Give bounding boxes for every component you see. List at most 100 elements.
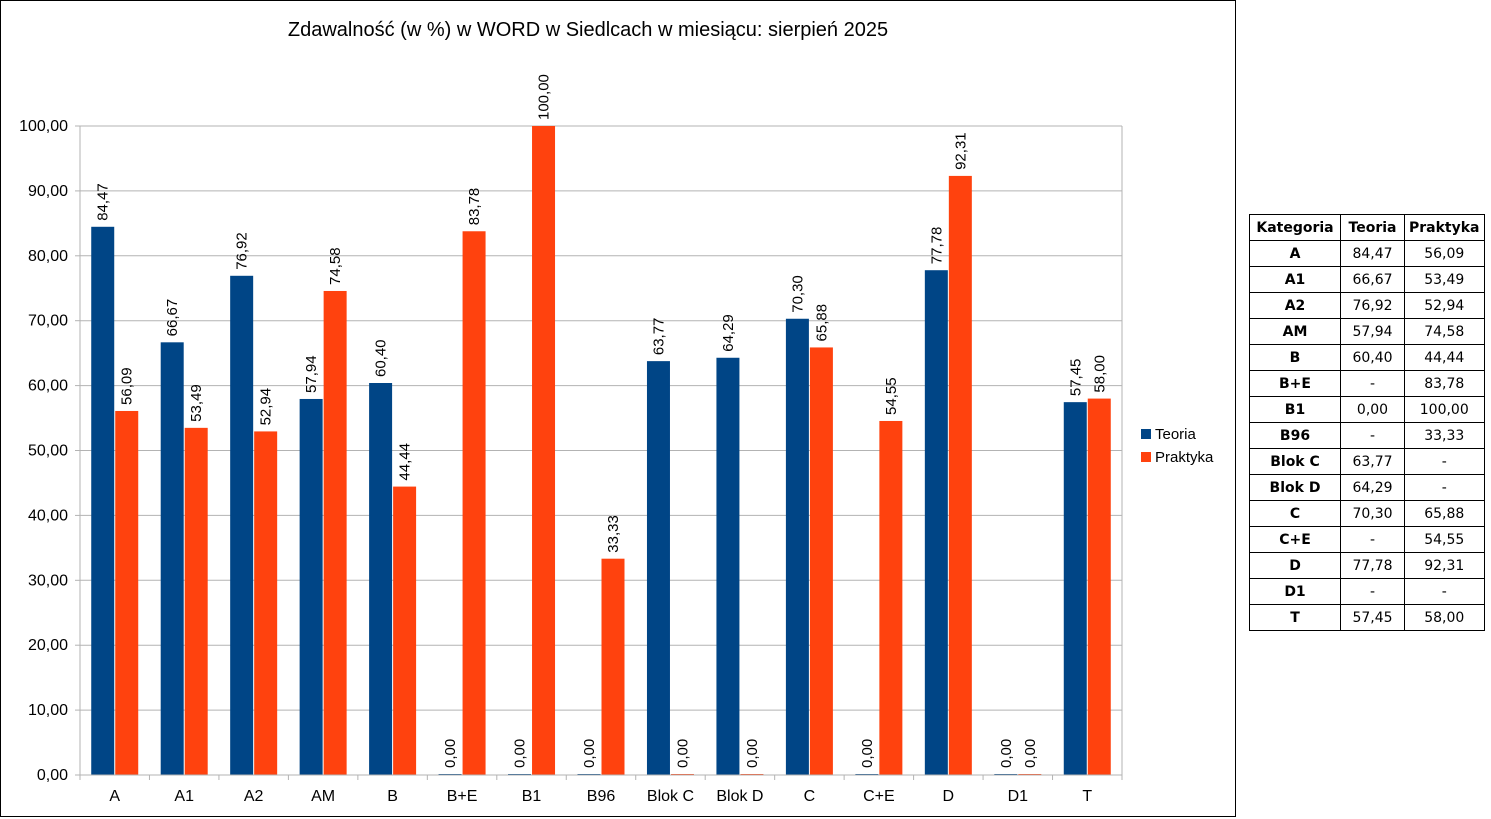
bar-teoria bbox=[785, 318, 809, 775]
table-row: B 60,40 44,44 bbox=[1249, 344, 1485, 371]
x-tick-label: B+E bbox=[447, 788, 478, 805]
x-tick-label: C+E bbox=[863, 788, 895, 805]
table-cell-category: C bbox=[1249, 500, 1341, 527]
x-tick-label: A1 bbox=[174, 788, 194, 805]
data-label: 83,78 bbox=[466, 188, 483, 226]
legend-label-teoria: Teoria bbox=[1155, 426, 1197, 443]
data-label: 84,47 bbox=[95, 183, 112, 221]
table-row: A2 76,92 52,94 bbox=[1249, 292, 1485, 319]
data-label: 70,30 bbox=[789, 275, 806, 313]
header-praktyka: Praktyka bbox=[1404, 214, 1485, 241]
y-tick-label: 50,00 bbox=[28, 443, 68, 460]
table-row: T 57,45 58,00 bbox=[1249, 604, 1485, 631]
data-label: 44,44 bbox=[397, 443, 414, 481]
table-cell-praktyka: 58,00 bbox=[1404, 604, 1485, 631]
table-header-row: Kategoria Teoria Praktyka bbox=[1249, 214, 1485, 241]
table-cell-teoria: 57,45 bbox=[1340, 604, 1405, 631]
x-tick-label: B1 bbox=[522, 788, 542, 805]
table-cell-praktyka: 83,78 bbox=[1404, 370, 1485, 397]
x-tick-label: AM bbox=[311, 788, 335, 805]
table-row: C 70,30 65,88 bbox=[1249, 500, 1485, 527]
table-cell-praktyka: 65,88 bbox=[1404, 500, 1485, 527]
table-cell-praktyka: - bbox=[1404, 578, 1485, 605]
bar-praktyka bbox=[532, 126, 556, 775]
table-cell-teoria: 77,78 bbox=[1340, 552, 1405, 579]
table-cell-teoria: 57,94 bbox=[1340, 318, 1405, 345]
table-cell-teoria: 84,47 bbox=[1340, 240, 1405, 267]
x-tick-label: B bbox=[387, 788, 398, 805]
data-label: 76,92 bbox=[234, 232, 251, 270]
x-tick-label: A2 bbox=[244, 788, 264, 805]
table-row: Blok C 63,77- bbox=[1249, 448, 1485, 475]
table-cell-praktyka: - bbox=[1404, 448, 1485, 475]
data-label: 53,49 bbox=[188, 384, 205, 422]
bar-teoria bbox=[646, 361, 670, 775]
table-row: D1- - bbox=[1249, 578, 1485, 605]
x-tick-label: D bbox=[943, 788, 955, 805]
table-cell-category: B+E bbox=[1249, 370, 1341, 397]
table-cell-category: D bbox=[1249, 552, 1341, 579]
axes: 0,00 10,00 20,00 30,00 40,00 50,00 60,00 70,00 8… bbox=[19, 118, 1123, 805]
legend-swatch-praktyka bbox=[1141, 452, 1151, 462]
table-cell-category: Blok C bbox=[1249, 448, 1341, 475]
data-label: 77,78 bbox=[928, 227, 945, 265]
table-cell-praktyka: 44,44 bbox=[1404, 344, 1485, 371]
table-row: A 84,47 56,09 bbox=[1249, 240, 1485, 267]
data-label: 58,00 bbox=[1091, 355, 1108, 393]
table-cell-teoria: - bbox=[1340, 578, 1405, 605]
table-cell-category: B bbox=[1249, 344, 1341, 371]
data-table: Kategoria Teoria Praktyka A 84,47 56,09 A1 6… bbox=[1249, 214, 1485, 631]
table-cell-teoria: 63,77 bbox=[1340, 448, 1405, 475]
bar-praktyka bbox=[809, 347, 833, 775]
data-label: 0,00 bbox=[859, 739, 876, 768]
table-cell-teoria: - bbox=[1340, 422, 1405, 449]
table-cell-category: B96 bbox=[1249, 422, 1341, 449]
table-cell-teoria: 66,67 bbox=[1340, 266, 1405, 293]
bar-teoria bbox=[369, 383, 393, 775]
table-cell-category: A2 bbox=[1249, 292, 1341, 319]
data-label: 52,94 bbox=[258, 388, 275, 426]
table-body: A 84,47 56,09 A1 66,67 53,49 A2 76,92 52,94 AM 57,… bbox=[1249, 240, 1485, 631]
data-label: 56,09 bbox=[119, 367, 136, 405]
table-cell-praktyka: - bbox=[1404, 474, 1485, 501]
x-tick-label: Blok D bbox=[716, 788, 763, 805]
bar-praktyka bbox=[184, 427, 208, 775]
data-label: 66,67 bbox=[164, 299, 181, 337]
y-tick-label: 0,00 bbox=[37, 767, 68, 784]
x-tick-label: T bbox=[1082, 788, 1092, 805]
bar-praktyka bbox=[254, 431, 278, 775]
table-row: AM 57,94 74,58 bbox=[1249, 318, 1485, 345]
y-tick-label: 100,00 bbox=[19, 118, 68, 135]
data-label: 0,00 bbox=[442, 739, 459, 768]
data-label: 0,00 bbox=[674, 739, 691, 768]
legend-swatch-teoria bbox=[1141, 429, 1151, 439]
bar-praktyka bbox=[393, 486, 417, 775]
data-label: 65,88 bbox=[813, 304, 830, 342]
y-tick-label: 90,00 bbox=[28, 183, 68, 200]
table-row: D 77,78 92,31 bbox=[1249, 552, 1485, 579]
data-label: 0,00 bbox=[1022, 739, 1039, 768]
data-label: 60,40 bbox=[373, 339, 390, 377]
table-cell-praktyka: 92,31 bbox=[1404, 552, 1485, 579]
table-cell-teoria: - bbox=[1340, 526, 1405, 553]
bar-praktyka bbox=[948, 175, 972, 776]
y-tick-label: 20,00 bbox=[28, 637, 68, 654]
bar-teoria bbox=[716, 357, 740, 775]
table-cell-praktyka: 56,09 bbox=[1404, 240, 1485, 267]
bars bbox=[91, 126, 1111, 776]
table-row: B+E -83,78 bbox=[1249, 370, 1485, 397]
table-cell-praktyka: 33,33 bbox=[1404, 422, 1485, 449]
table-cell-category: A1 bbox=[1249, 266, 1341, 293]
table-cell-teoria: 76,92 bbox=[1340, 292, 1405, 319]
table-cell-praktyka: 52,94 bbox=[1404, 292, 1485, 319]
legend: Teoria Praktyka bbox=[1141, 426, 1214, 466]
data-label: 63,77 bbox=[650, 318, 667, 356]
bar-praktyka bbox=[323, 290, 347, 775]
bar-teoria bbox=[230, 275, 254, 775]
data-label: 0,00 bbox=[512, 739, 529, 768]
legend-label-praktyka: Praktyka bbox=[1155, 449, 1214, 466]
table-cell-category: C+E bbox=[1249, 526, 1341, 553]
y-tick-label: 70,00 bbox=[28, 313, 68, 330]
table-row: B1 0,00 100,00 bbox=[1249, 396, 1485, 423]
x-tick-label: C bbox=[804, 788, 816, 805]
